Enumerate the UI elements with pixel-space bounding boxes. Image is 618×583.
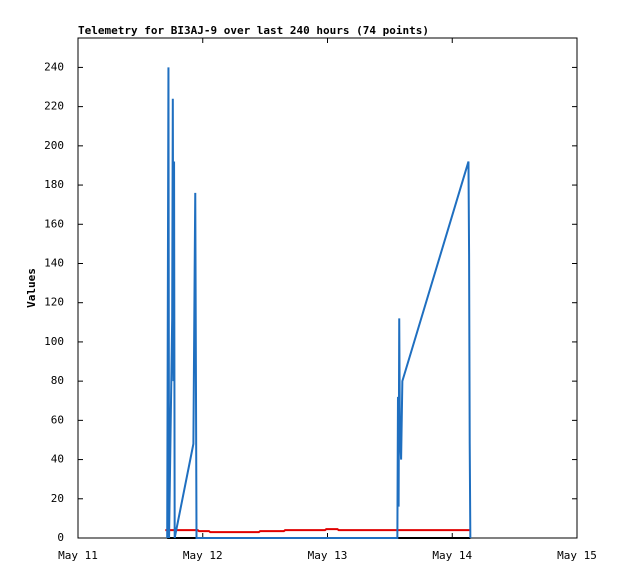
y-tick-label: 60 [51,413,64,426]
y-tick-label: 40 [51,453,64,466]
y-tick-label: 140 [44,256,64,269]
data-line [166,67,472,539]
y-tick-label: 240 [44,60,64,73]
y-tick-label: 220 [44,100,64,113]
y-tick-label: 200 [44,139,64,152]
x-tick-label: May 15 [557,549,597,562]
y-tick-label: 100 [44,335,64,348]
y-tick-label: 180 [44,178,64,191]
chart-title: Telemetry for BI3AJ-9 over last 240 hour… [78,24,429,37]
y-tick-label: 120 [44,296,64,309]
y-tick-label: 20 [51,492,64,505]
x-tick-label: May 14 [432,549,472,562]
x-tick-label: May 13 [308,549,348,562]
plot-frame [77,37,578,539]
y-tick-label: 0 [57,531,64,544]
data-line [165,528,471,534]
y-tick-label: 80 [51,374,64,387]
y-tick-label: 160 [44,217,64,230]
y-axis-label: Values [25,268,38,308]
x-tick-label: May 12 [183,549,223,562]
x-tick-label: May 11 [58,549,98,562]
